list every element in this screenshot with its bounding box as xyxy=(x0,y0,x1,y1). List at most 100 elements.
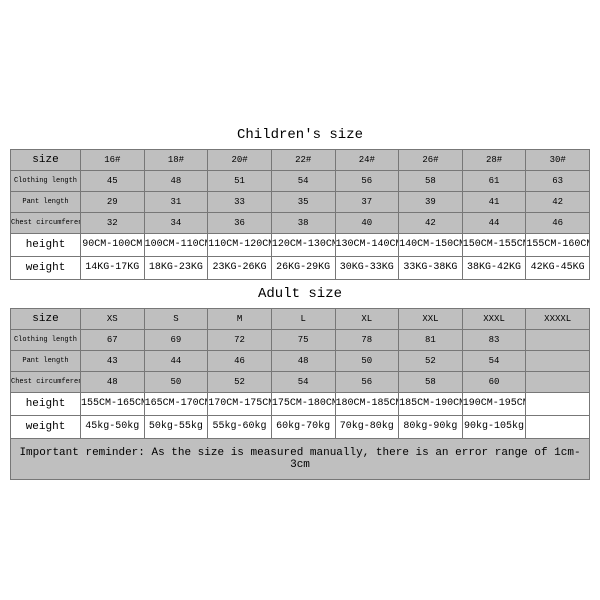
row-label: Clothing length xyxy=(11,170,81,191)
data-cell: 54 xyxy=(462,350,526,371)
adult-row-chest: Chest circumference 1/2 48 50 52 54 56 5… xyxy=(11,371,590,392)
reminder-note: Important reminder: As the size is measu… xyxy=(10,439,590,480)
data-cell: 72 xyxy=(208,329,272,350)
adult-row-clothing-length: Clothing length 67 69 72 75 78 81 83 xyxy=(11,329,590,350)
data-cell: 42 xyxy=(526,191,590,212)
data-cell: 46 xyxy=(208,350,272,371)
data-cell xyxy=(526,415,590,438)
data-cell: 83 xyxy=(462,329,526,350)
data-cell xyxy=(526,371,590,392)
data-cell: 35 xyxy=(271,191,335,212)
row-label: height xyxy=(11,233,81,256)
header-cell: 30# xyxy=(526,149,590,170)
data-cell: 130CM-140CM xyxy=(335,233,399,256)
data-cell: 34 xyxy=(144,212,208,233)
row-label: Chest circumference 1/2 xyxy=(11,371,81,392)
data-cell: 51 xyxy=(208,170,272,191)
data-cell: 63 xyxy=(526,170,590,191)
data-cell: 33 xyxy=(208,191,272,212)
data-cell: 150CM-155CM xyxy=(462,233,526,256)
data-cell: 69 xyxy=(144,329,208,350)
data-cell: 37 xyxy=(335,191,399,212)
data-cell: 67 xyxy=(81,329,145,350)
data-cell: 55kg-60kg xyxy=(208,415,272,438)
data-cell: 39 xyxy=(399,191,463,212)
data-cell: 54 xyxy=(271,371,335,392)
data-cell: 175CM-180CM xyxy=(271,392,335,415)
data-cell: 26KG-29KG xyxy=(271,256,335,279)
children-table: size 16# 18# 20# 22# 24# 26# 28# 30# Clo… xyxy=(10,149,590,280)
data-cell: 46 xyxy=(526,212,590,233)
row-label: Clothing length xyxy=(11,329,81,350)
content-wrap: Children's size size 16# 18# 20# 22# 24#… xyxy=(10,121,590,480)
data-cell: 100CM-110CM xyxy=(144,233,208,256)
data-cell: 61 xyxy=(462,170,526,191)
data-cell: 60kg-70kg xyxy=(271,415,335,438)
data-cell: 60 xyxy=(462,371,526,392)
data-cell: 56 xyxy=(335,371,399,392)
data-cell: 48 xyxy=(271,350,335,371)
row-label: weight xyxy=(11,415,81,438)
header-cell: XS xyxy=(81,308,145,329)
children-title: Children's size xyxy=(10,121,590,149)
row-label: height xyxy=(11,392,81,415)
adult-title: Adult size xyxy=(10,280,590,308)
adult-row-weight: weight 45kg-50kg 50kg-55kg 55kg-60kg 60k… xyxy=(11,415,590,438)
header-cell: S xyxy=(144,308,208,329)
row-label: weight xyxy=(11,256,81,279)
adult-table: size XS S M L XL XXL XXXL XXXXL Clothing… xyxy=(10,308,590,439)
data-cell: 36 xyxy=(208,212,272,233)
data-cell: 18KG-23KG xyxy=(144,256,208,279)
data-cell xyxy=(526,392,590,415)
data-cell: 40 xyxy=(335,212,399,233)
data-cell: 48 xyxy=(81,371,145,392)
page: Children's size size 16# 18# 20# 22# 24#… xyxy=(0,0,600,600)
data-cell: 165CM-170CM xyxy=(144,392,208,415)
data-cell: 185CM-190CM xyxy=(399,392,463,415)
data-cell: 170CM-175CM xyxy=(208,392,272,415)
data-cell: 14KG-17KG xyxy=(81,256,145,279)
adult-row-height: height 155CM-165CM 165CM-170CM 170CM-175… xyxy=(11,392,590,415)
data-cell: 78 xyxy=(335,329,399,350)
children-row-clothing-length: Clothing length 45 48 51 54 56 58 61 63 xyxy=(11,170,590,191)
children-row-pant-length: Pant length 29 31 33 35 37 39 41 42 xyxy=(11,191,590,212)
data-cell: 38KG-42KG xyxy=(462,256,526,279)
data-cell: 81 xyxy=(399,329,463,350)
row-label: Chest circumference 1/2 xyxy=(11,212,81,233)
data-cell: 52 xyxy=(399,350,463,371)
data-cell: 120CM-130CM xyxy=(271,233,335,256)
header-cell: 26# xyxy=(399,149,463,170)
header-cell: size xyxy=(11,149,81,170)
data-cell: 30KG-33KG xyxy=(335,256,399,279)
data-cell: 180CM-185CM xyxy=(335,392,399,415)
header-cell: 18# xyxy=(144,149,208,170)
children-header-row: size 16# 18# 20# 22# 24# 26# 28# 30# xyxy=(11,149,590,170)
header-cell: 16# xyxy=(81,149,145,170)
data-cell: 90kg-105kg xyxy=(462,415,526,438)
data-cell: 45 xyxy=(81,170,145,191)
children-row-weight: weight 14KG-17KG 18KG-23KG 23KG-26KG 26K… xyxy=(11,256,590,279)
data-cell xyxy=(526,329,590,350)
data-cell: 45kg-50kg xyxy=(81,415,145,438)
data-cell: 155CM-165CM xyxy=(81,392,145,415)
adult-row-pant-length: Pant length 43 44 46 48 50 52 54 xyxy=(11,350,590,371)
data-cell: 56 xyxy=(335,170,399,191)
data-cell: 110CM-120CM xyxy=(208,233,272,256)
data-cell: 70kg-80kg xyxy=(335,415,399,438)
header-cell: M xyxy=(208,308,272,329)
data-cell: 80kg-90kg xyxy=(399,415,463,438)
data-cell: 44 xyxy=(462,212,526,233)
data-cell: 50 xyxy=(144,371,208,392)
header-cell: 24# xyxy=(335,149,399,170)
data-cell: 48 xyxy=(144,170,208,191)
header-cell: L xyxy=(271,308,335,329)
header-cell: 22# xyxy=(271,149,335,170)
row-label: Pant length xyxy=(11,350,81,371)
data-cell: 50kg-55kg xyxy=(144,415,208,438)
children-row-chest: Chest circumference 1/2 32 34 36 38 40 4… xyxy=(11,212,590,233)
data-cell: 52 xyxy=(208,371,272,392)
data-cell: 75 xyxy=(271,329,335,350)
data-cell: 190CM-195CM xyxy=(462,392,526,415)
data-cell: 140CM-150CM xyxy=(399,233,463,256)
data-cell: 54 xyxy=(271,170,335,191)
